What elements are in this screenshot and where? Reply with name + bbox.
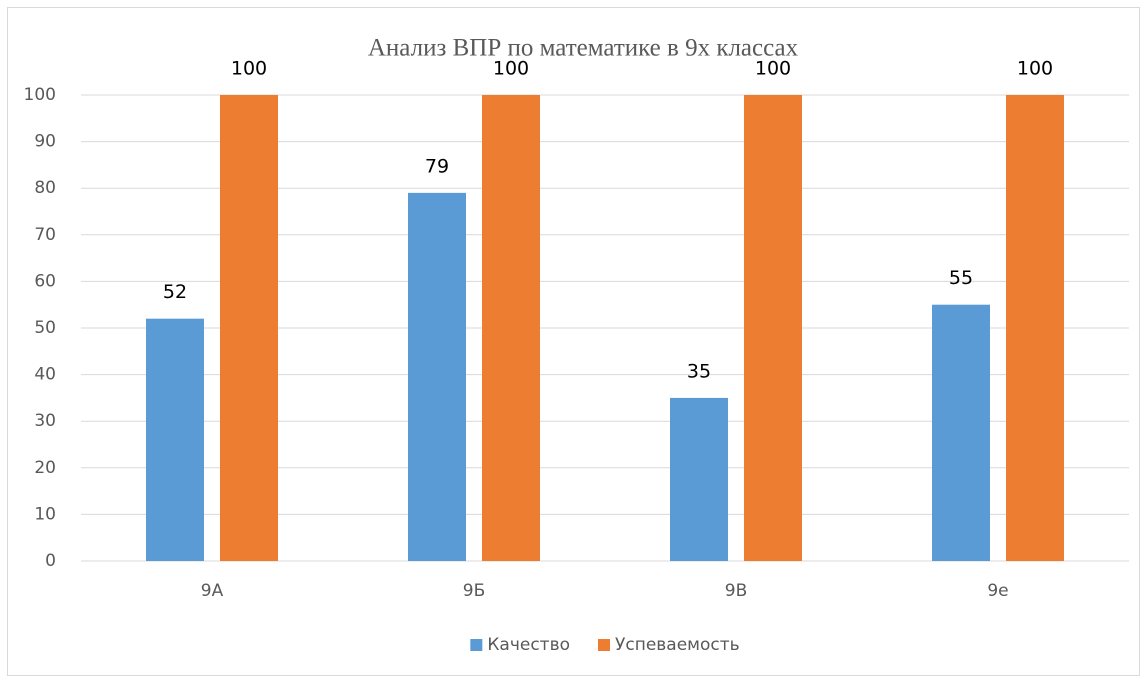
y-tick-label: 90 bbox=[34, 132, 56, 152]
legend-label: Успеваемость bbox=[615, 635, 740, 655]
bar bbox=[408, 192, 466, 562]
x-tick-label: 9е bbox=[987, 581, 1008, 601]
data-label: 52 bbox=[163, 281, 187, 303]
data-label: 100 bbox=[1017, 58, 1053, 80]
legend-label: Качество bbox=[487, 635, 570, 655]
y-tick-label: 60 bbox=[34, 271, 56, 291]
y-tick-label: 0 bbox=[45, 551, 56, 571]
x-tick-label: 9В bbox=[725, 581, 747, 601]
data-label: 79 bbox=[425, 155, 449, 177]
data-label: 55 bbox=[949, 267, 973, 289]
bar bbox=[220, 95, 278, 561]
legend-swatch bbox=[470, 639, 483, 651]
bar bbox=[744, 95, 802, 561]
data-label: 100 bbox=[755, 58, 791, 80]
y-tick-label: 70 bbox=[34, 225, 56, 245]
bar bbox=[1006, 95, 1064, 561]
y-tick-label: 50 bbox=[34, 318, 56, 338]
y-tick-label: 10 bbox=[34, 504, 56, 524]
y-tick-label: 80 bbox=[34, 178, 56, 198]
y-tick-label: 30 bbox=[34, 411, 56, 431]
legend-swatch bbox=[598, 639, 610, 651]
x-tick-label: 9Б bbox=[463, 581, 485, 601]
data-label: 100 bbox=[493, 58, 529, 80]
bar bbox=[670, 397, 728, 561]
y-tick-label: 20 bbox=[34, 458, 56, 478]
x-tick-label: 9А bbox=[201, 581, 224, 601]
data-label: 100 bbox=[231, 58, 267, 80]
chart-title: Анализ ВПР по математике в 9х классах bbox=[368, 35, 799, 62]
data-label: 35 bbox=[687, 360, 711, 382]
bar bbox=[146, 318, 204, 561]
bar bbox=[932, 304, 990, 561]
bar bbox=[482, 95, 540, 561]
y-tick-label: 40 bbox=[34, 365, 56, 385]
y-tick-label: 100 bbox=[24, 85, 56, 105]
